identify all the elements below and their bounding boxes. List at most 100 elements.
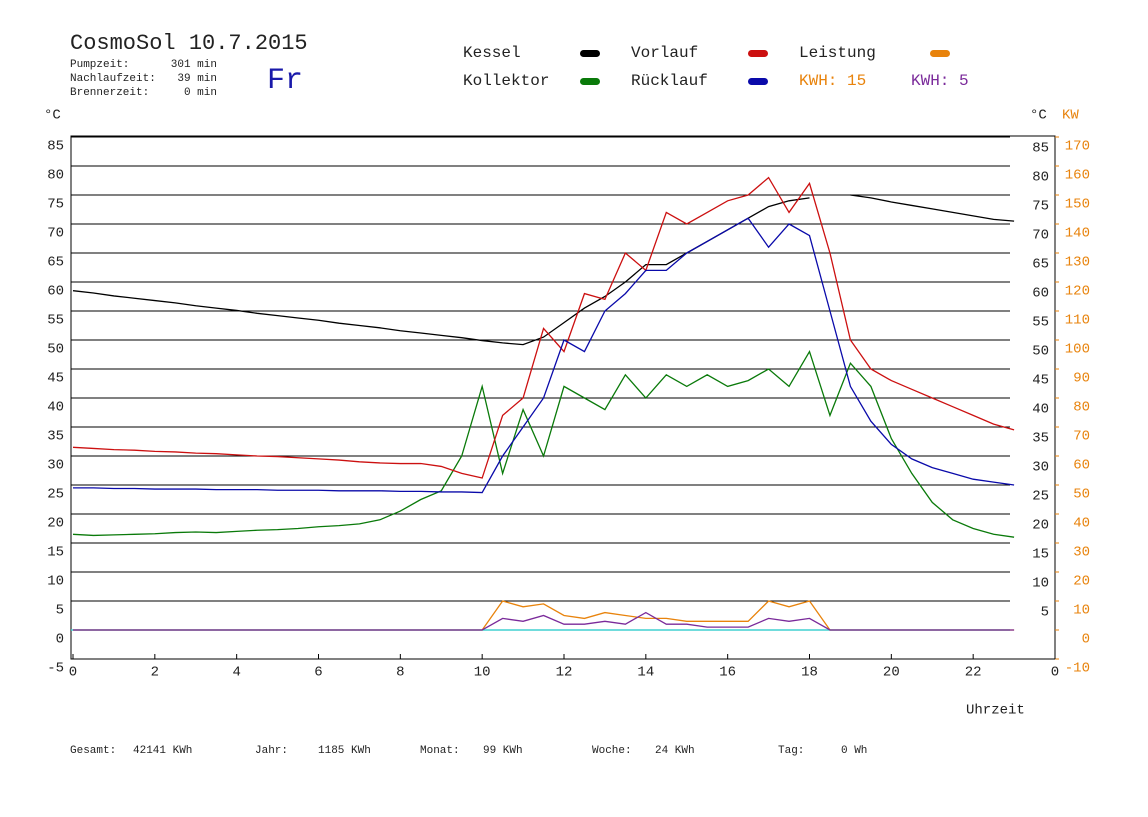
chart-title: CosmoSol 10.7.2015: [70, 31, 308, 56]
y2-tick-label: 90: [1073, 371, 1090, 387]
y-right-tick-label: 20: [1032, 518, 1049, 534]
x-tick-label: 14: [637, 665, 654, 681]
series-line: [73, 217, 1015, 494]
y-right-tick-label: 45: [1032, 373, 1049, 389]
y-tick-label: 10: [47, 574, 64, 590]
y-right-tick-label: 10: [1032, 576, 1049, 592]
legend-label: Vorlauf: [631, 44, 698, 62]
y-tick-label: 15: [47, 545, 64, 561]
y-right-tick-label: 50: [1032, 344, 1049, 360]
y-tick-label: 20: [47, 516, 64, 532]
stat-value: 39 min: [177, 73, 217, 85]
footer-label: Gesamt:: [70, 745, 116, 757]
footer-value: 42141 KWh: [133, 745, 192, 757]
weekday: Fr: [267, 64, 303, 98]
y-tick-label: 25: [47, 487, 64, 503]
y2-tick-label: 40: [1073, 516, 1090, 532]
series-line: [72, 350, 1015, 538]
y-tick-label: 70: [47, 226, 64, 242]
stat-label: Pumpzeit:: [70, 59, 129, 71]
y-tick-label: 45: [47, 371, 64, 387]
y2-tick-label: 50: [1073, 487, 1090, 503]
x-tick-label: 16: [719, 665, 736, 681]
y-right-tick-label: 15: [1032, 547, 1049, 563]
x-tick-label: 10: [474, 665, 491, 681]
y2-tick-label: -10: [1065, 661, 1090, 677]
legend-marker: [930, 50, 950, 57]
x-axis-label: Uhrzeit: [966, 703, 1025, 719]
y-right-tick-label: 70: [1032, 228, 1049, 244]
y-tick-label: 50: [47, 342, 64, 358]
series-line: [72, 176, 1015, 479]
x-tick-label: 0: [1051, 665, 1059, 681]
y-tick-label: 0: [56, 632, 64, 648]
y2-tick-label: 120: [1065, 284, 1090, 300]
series-line: [850, 194, 1015, 222]
y-right-tick-label: 5: [1041, 605, 1049, 621]
x-tick-label: 22: [965, 665, 982, 681]
legend-kwh: KWH: 5: [911, 72, 969, 90]
y-tick-label: 80: [47, 168, 64, 184]
y-right-tick-label: 75: [1032, 199, 1049, 215]
y-tick-label: 30: [47, 458, 64, 474]
y2-tick-label: 160: [1065, 168, 1090, 184]
y2-tick-label: 100: [1065, 342, 1090, 358]
y2-tick-label: 80: [1073, 400, 1090, 416]
x-tick-label: 0: [69, 665, 77, 681]
y2-tick-label: 110: [1065, 313, 1090, 329]
y2-tick-label: 70: [1073, 429, 1090, 445]
x-tick-label: 20: [883, 665, 900, 681]
stat-value: 301 min: [171, 59, 217, 71]
footer-label: Woche:: [592, 745, 632, 757]
y-tick-label: 55: [47, 313, 64, 329]
x-tick-label: 6: [314, 665, 322, 681]
footer-label: Tag:: [778, 745, 804, 757]
y-tick-label: 60: [47, 284, 64, 300]
legend-marker: [748, 50, 768, 57]
y-right-tick-label: 40: [1032, 402, 1049, 418]
y-right-tick-label: 65: [1032, 257, 1049, 273]
footer-value: 24 KWh: [655, 745, 695, 757]
y-right-tick-label: 30: [1032, 460, 1049, 476]
x-tick-label: 18: [801, 665, 818, 681]
y-right-unit: °C: [1030, 108, 1047, 124]
stat-label: Nachlaufzeit:: [70, 73, 156, 85]
y-right-tick-label: 85: [1032, 141, 1049, 157]
y2-tick-label: 150: [1065, 197, 1090, 213]
legend-marker: [580, 78, 600, 85]
y2-tick-label: 140: [1065, 226, 1090, 242]
x-tick-label: 4: [232, 665, 240, 681]
stat-value: 0 min: [184, 87, 217, 99]
y2-tick-label: 0: [1082, 632, 1090, 648]
legend-marker: [580, 50, 600, 57]
footer-value: 99 KWh: [483, 745, 523, 757]
y-tick-label: 65: [47, 255, 64, 271]
x-tick-label: 2: [151, 665, 159, 681]
footer-value: 0 Wh: [841, 745, 867, 757]
y-tick-label: 85: [47, 139, 64, 155]
y2-tick-label: 30: [1073, 545, 1090, 561]
legend-label: Leistung: [799, 44, 876, 62]
y-right-tick-label: 55: [1032, 315, 1049, 331]
y-tick-label: 5: [56, 603, 64, 619]
y-right-tick-label: 60: [1032, 286, 1049, 302]
y2-tick-label: 10: [1073, 603, 1090, 619]
x-tick-label: 8: [396, 665, 404, 681]
y2-tick-label: 170: [1065, 139, 1090, 155]
footer-value: 1185 KWh: [318, 745, 371, 757]
y2-tick-label: 130: [1065, 255, 1090, 271]
y-right-tick-label: 35: [1032, 431, 1049, 447]
y2-tick-label: 60: [1073, 458, 1090, 474]
y-tick-label: 75: [47, 197, 64, 213]
stat-label: Brennerzeit:: [70, 87, 149, 99]
y-right-tick-label: 80: [1032, 170, 1049, 186]
legend-kwh: KWH: 15: [799, 72, 866, 90]
y2-tick-label: 20: [1073, 574, 1090, 590]
legend-label: Rücklauf: [631, 72, 708, 90]
legend-label: Kessel: [463, 44, 521, 62]
y-tick-label: -5: [47, 661, 64, 677]
series-line: [73, 611, 1015, 631]
x-tick-label: 12: [556, 665, 573, 681]
